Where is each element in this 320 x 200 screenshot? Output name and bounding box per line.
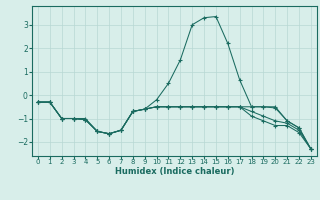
X-axis label: Humidex (Indice chaleur): Humidex (Indice chaleur) (115, 167, 234, 176)
